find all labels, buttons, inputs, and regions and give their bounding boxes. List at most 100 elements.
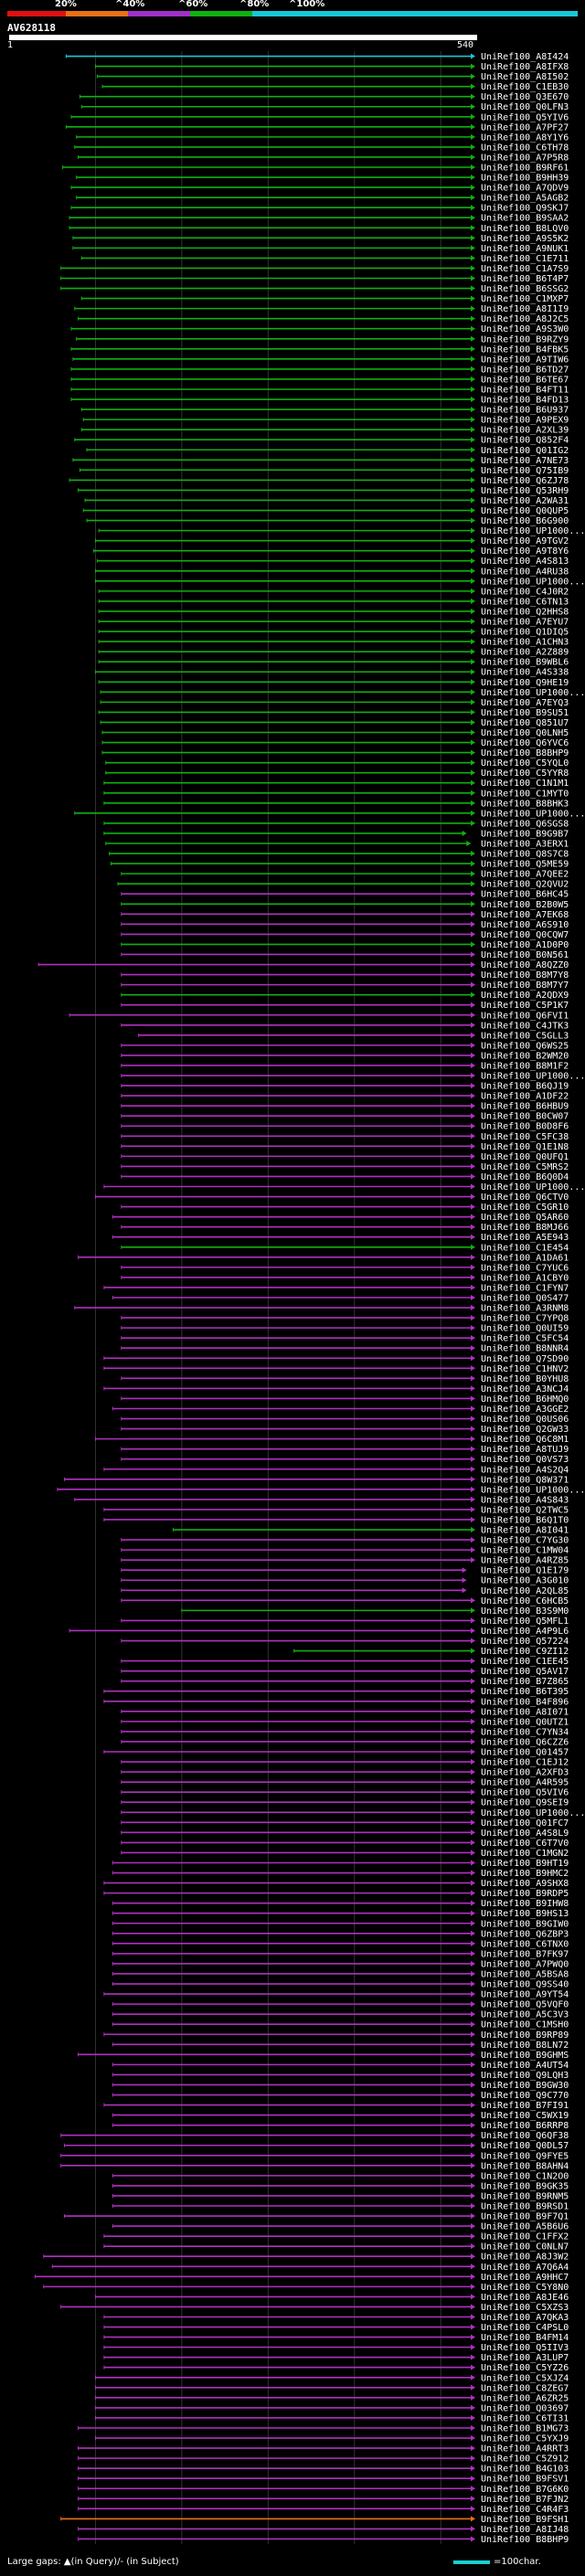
- hit-label[interactable]: UniRef100_C6T7V0: [481, 1839, 569, 1849]
- hit-label[interactable]: UniRef100_Q6FVI1: [481, 1011, 569, 1021]
- hit-row[interactable]: UniRef100_C1EB30: [101, 82, 569, 92]
- hit-row[interactable]: UniRef100_Q01FC7: [121, 1818, 569, 1829]
- hit-row[interactable]: UniRef100_A8I041: [172, 1526, 569, 1536]
- hit-row[interactable]: UniRef100_UP1000...: [100, 688, 585, 698]
- hit-row[interactable]: UniRef100_A2Z889: [98, 648, 569, 658]
- hit-label[interactable]: UniRef100_B9G9B7: [481, 829, 569, 839]
- hit-row[interactable]: UniRef100_C1MGN2: [121, 1849, 569, 1859]
- hit-row[interactable]: UniRef100_C1EE45: [121, 1657, 569, 1667]
- hit-row[interactable]: UniRef100_Q5MFL1: [121, 1617, 569, 1627]
- hit-row[interactable]: UniRef100_Q0UTZ1: [121, 1717, 569, 1727]
- hit-row[interactable]: UniRef100_B7Z865: [121, 1677, 569, 1687]
- hit-row[interactable]: UniRef100_B9G9B7: [103, 829, 569, 839]
- hit-row[interactable]: UniRef100_B8MJ66: [121, 1223, 569, 1233]
- hit-label[interactable]: UniRef100_A2QDX9: [481, 991, 569, 1001]
- hit-row[interactable]: UniRef100_Q9HE19: [98, 678, 569, 688]
- hit-label[interactable]: UniRef100_C1EE45: [481, 1657, 569, 1667]
- hit-row[interactable]: UniRef100_Q0LFN3: [80, 102, 569, 112]
- hit-row[interactable]: UniRef100_C1MXP7: [80, 294, 569, 304]
- hit-label[interactable]: UniRef100_C1MYT0: [481, 789, 569, 799]
- hit-label[interactable]: UniRef100_C7YPQ8: [481, 1314, 569, 1324]
- hit-label[interactable]: UniRef100_C5FC38: [481, 1132, 569, 1142]
- hit-row[interactable]: UniRef100_A6ZR25: [94, 2393, 569, 2403]
- hit-row[interactable]: UniRef100_C1MSH0: [112, 2020, 569, 2030]
- hit-label[interactable]: UniRef100_Q1E1N8: [481, 1142, 569, 1152]
- hit-label[interactable]: UniRef100_B9GHMS: [481, 2051, 569, 2061]
- hit-row[interactable]: UniRef100_B9SU51: [98, 708, 569, 718]
- hit-row[interactable]: UniRef100_B6TE67: [70, 375, 569, 385]
- hit-label[interactable]: UniRef100_Q5MFL1: [481, 1617, 569, 1627]
- hit-row[interactable]: UniRef100_B6QJ19: [121, 1082, 569, 1092]
- hit-label[interactable]: UniRef100_A4S338: [481, 668, 569, 678]
- hit-row[interactable]: UniRef100_B4FBK5: [70, 345, 569, 355]
- hit-row[interactable]: UniRef100_C1EJ12: [121, 1758, 569, 1768]
- hit-label[interactable]: UniRef100_Q0LNH5: [481, 728, 569, 738]
- hit-row[interactable]: UniRef100_Q5VIV6: [121, 1788, 569, 1798]
- hit-row[interactable]: UniRef100_A1CHN3: [98, 638, 569, 648]
- hit-row[interactable]: UniRef100_A8I071: [121, 1707, 569, 1717]
- hit-label[interactable]: UniRef100_A5AGB2: [481, 194, 569, 204]
- hit-label[interactable]: UniRef100_C6TN13: [481, 597, 569, 607]
- hit-label[interactable]: UniRef100_Q2TWC5: [481, 1505, 569, 1515]
- hit-label[interactable]: UniRef100_Q5VIV6: [481, 1788, 569, 1798]
- hit-row[interactable]: UniRef100_B9RF61: [62, 164, 569, 174]
- hit-row[interactable]: UniRef100_B6RRP8: [112, 2121, 569, 2131]
- hit-row[interactable]: UniRef100_Q9SEI9: [121, 1798, 569, 1808]
- hit-row[interactable]: UniRef100_A8IFX8: [94, 62, 569, 72]
- hit-label[interactable]: UniRef100_C5MRS2: [481, 1162, 569, 1172]
- hit-label[interactable]: UniRef100_B9GW30: [481, 2081, 569, 2091]
- hit-row[interactable]: UniRef100_Q0LNH5: [101, 728, 569, 738]
- hit-label[interactable]: UniRef100_C6TH78: [481, 143, 569, 153]
- hit-label[interactable]: UniRef100_Q0UFQ1: [481, 1152, 569, 1162]
- hit-row[interactable]: UniRef100_Q6YVC6: [101, 738, 569, 748]
- hit-row[interactable]: UniRef100_B3S9M0: [181, 1606, 569, 1617]
- hit-row[interactable]: UniRef100_A4S813: [96, 557, 569, 567]
- hit-row[interactable]: UniRef100_B4F896: [103, 1697, 569, 1707]
- hit-row[interactable]: UniRef100_B8NNR4: [121, 1344, 569, 1354]
- hit-label[interactable]: UniRef100_Q01457: [481, 1748, 569, 1758]
- hit-row[interactable]: UniRef100_C5YZ26: [103, 2363, 569, 2373]
- hit-row[interactable]: UniRef100_A7QKA3: [103, 2313, 569, 2323]
- hit-row[interactable]: UniRef100_B9FSV1: [78, 2475, 569, 2485]
- hit-row[interactable]: UniRef100_B8M7Y8: [121, 970, 569, 981]
- hit-row[interactable]: UniRef100_Q9SKJ7: [70, 204, 569, 214]
- hit-row[interactable]: UniRef100_A7NE73: [72, 456, 569, 466]
- hit-label[interactable]: UniRef100_A4RRT3: [481, 2444, 569, 2454]
- hit-label[interactable]: UniRef100_C1FFX2: [481, 2232, 569, 2242]
- hit-row[interactable]: UniRef100_A2WA31: [84, 496, 569, 506]
- hit-label[interactable]: UniRef100_A3ERX1: [481, 839, 569, 849]
- hit-row[interactable]: UniRef100_A3RNM8: [74, 1304, 569, 1314]
- hit-label[interactable]: UniRef100_B8NNR4: [481, 1344, 569, 1354]
- hit-row[interactable]: UniRef100_A7EYU7: [98, 618, 569, 628]
- hit-label[interactable]: UniRef100_B9GIW0: [481, 1919, 569, 1929]
- hit-label[interactable]: UniRef100_C4JTK3: [481, 1021, 569, 1031]
- hit-label[interactable]: UniRef100_A8QZZ0: [481, 960, 569, 970]
- hit-row[interactable]: UniRef100_B9RNM5: [112, 2191, 569, 2201]
- hit-row[interactable]: UniRef100_A5E943: [112, 1233, 569, 1243]
- hit-label[interactable]: UniRef100_UP1000...: [481, 526, 585, 536]
- hit-label[interactable]: UniRef100_B9HS13: [481, 1909, 569, 1919]
- hit-row[interactable]: UniRef100_Q0UFQ1: [121, 1152, 569, 1162]
- hit-label[interactable]: UniRef100_A8IJ48: [481, 2525, 569, 2535]
- hit-row[interactable]: UniRef100_A4RZ85: [121, 1556, 569, 1566]
- hit-label[interactable]: UniRef100_B9F7Q1: [481, 2212, 569, 2222]
- hit-label[interactable]: UniRef100_Q6YVC6: [481, 738, 569, 748]
- hit-row[interactable]: UniRef100_C4J0R2: [98, 587, 569, 597]
- hit-label[interactable]: UniRef100_B9HH39: [481, 174, 569, 184]
- hit-row[interactable]: UniRef100_C5MRS2: [121, 1162, 569, 1172]
- hit-row[interactable]: UniRef100_A1D0P0: [121, 940, 569, 950]
- hit-label[interactable]: UniRef100_B4FM14: [481, 2333, 569, 2343]
- hit-row[interactable]: UniRef100_UP1000...: [98, 526, 585, 536]
- hit-label[interactable]: UniRef100_Q0UI59: [481, 1324, 569, 1334]
- hit-row[interactable]: UniRef100_B6T395: [103, 1687, 569, 1697]
- hit-row[interactable]: UniRef100_B9SAA2: [69, 214, 569, 224]
- hit-row[interactable]: UniRef100_Q5AV17: [121, 1667, 569, 1677]
- hit-label[interactable]: UniRef100_B0YHU8: [481, 1374, 569, 1384]
- hit-label[interactable]: UniRef100_B9GK35: [481, 2181, 569, 2191]
- hit-label[interactable]: UniRef100_Q01FC7: [481, 1818, 569, 1829]
- hit-label[interactable]: UniRef100_B6TE67: [481, 375, 569, 385]
- hit-label[interactable]: UniRef100_C1HNV2: [481, 1364, 569, 1374]
- hit-label[interactable]: UniRef100_Q9C770: [481, 2091, 569, 2101]
- hit-row[interactable]: UniRef100_B9HMC2: [112, 1869, 569, 1879]
- hit-row[interactable]: UniRef100_UP1000...: [74, 809, 585, 819]
